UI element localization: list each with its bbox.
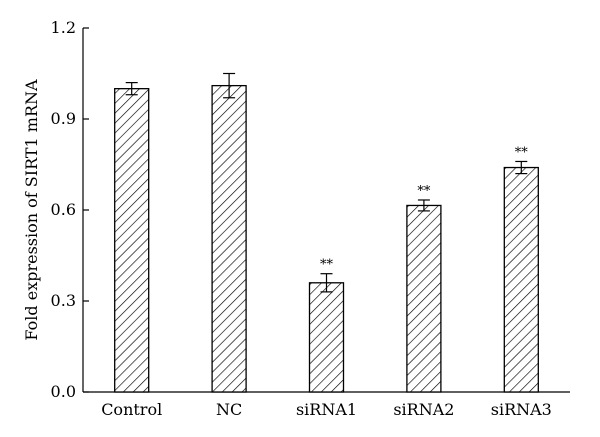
significance-annotations: ** ** **: [320, 145, 528, 272]
bar-sirna2: [406, 204, 442, 393]
y-tick-label: 0.6: [51, 200, 76, 219]
bars: [114, 84, 539, 393]
bar-sirna1: [308, 282, 345, 393]
x-tick-label: siRNA1: [296, 400, 357, 419]
x-tick-label: siRNA2: [393, 400, 454, 419]
significance-label: **: [320, 258, 334, 273]
error-bars: [125, 72, 528, 293]
y-tick-label: 0.0: [51, 382, 76, 401]
bar-nc: [211, 84, 247, 393]
bar-control: [114, 88, 150, 393]
x-tick-label: NC: [216, 400, 242, 419]
significance-label: **: [515, 145, 529, 160]
x-ticks: Control NC siRNA1 siRNA2 siRNA3: [101, 400, 552, 419]
x-tick-label: Control: [101, 400, 162, 419]
bar-sirna3: [503, 166, 539, 393]
y-axis-title: Fold expression of SIRT1 mRNA: [22, 79, 41, 341]
significance-label: **: [417, 184, 431, 199]
y-ticks: 0.0 0.3 0.6 0.9 1.2: [51, 18, 89, 401]
y-tick-label: 0.9: [51, 109, 76, 128]
x-tick-label: siRNA3: [491, 400, 552, 419]
y-tick-label: 1.2: [51, 18, 76, 37]
y-tick-label: 0.3: [51, 291, 76, 310]
